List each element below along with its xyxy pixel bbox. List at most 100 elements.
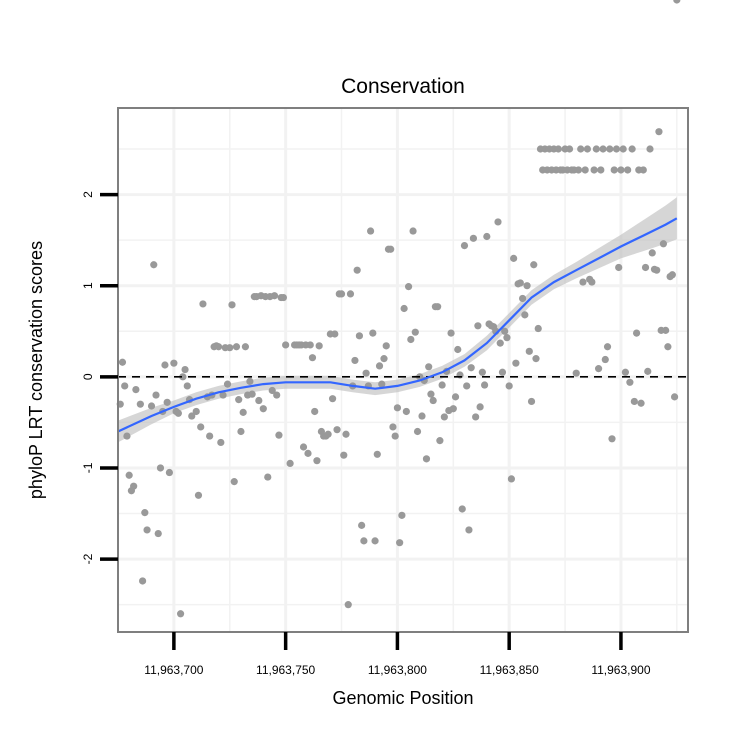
y-tick-label: 1	[81, 282, 95, 289]
data-point	[268, 386, 276, 395]
data-point	[136, 400, 144, 408]
data-point	[259, 405, 267, 413]
data-point	[518, 294, 527, 303]
data-point	[369, 329, 377, 337]
data-point	[621, 368, 630, 376]
data-point	[331, 330, 339, 338]
data-point	[664, 343, 672, 351]
data-point	[156, 464, 165, 472]
data-point	[371, 537, 379, 545]
data-point	[572, 369, 580, 377]
smooth-trend-line	[117, 217, 678, 433]
data-point	[594, 365, 603, 373]
data-point	[418, 412, 426, 420]
data-point	[130, 482, 138, 490]
data-point	[400, 304, 408, 313]
data-point	[458, 505, 466, 513]
data-point	[199, 300, 207, 308]
data-point	[628, 145, 636, 153]
data-point	[668, 271, 676, 279]
data-point	[214, 343, 223, 351]
data-point	[161, 361, 169, 369]
data-point	[143, 526, 151, 534]
data-point	[505, 382, 513, 390]
y-tick-label: 2	[81, 191, 95, 198]
data-point	[355, 332, 364, 340]
data-point	[138, 577, 147, 585]
data-point	[494, 218, 502, 226]
data-point	[282, 341, 290, 349]
data-point	[655, 128, 663, 136]
data-point	[516, 279, 524, 287]
data-point	[565, 145, 574, 153]
data-point	[498, 368, 507, 376]
data-point	[299, 443, 308, 451]
data-point	[353, 266, 361, 274]
data-point	[434, 303, 442, 311]
data-point	[523, 282, 531, 290]
data-point	[608, 435, 616, 443]
data-point	[351, 356, 359, 365]
data-point	[279, 293, 288, 302]
data-point	[639, 166, 647, 174]
data-point	[308, 354, 317, 362]
data-point	[521, 311, 529, 319]
data-point	[474, 322, 482, 330]
data-point	[530, 261, 538, 269]
y-tick-label: -1	[81, 462, 95, 473]
data-point	[480, 381, 489, 389]
data-point	[358, 521, 366, 529]
data-point	[501, 327, 509, 335]
data-point	[648, 249, 656, 257]
data-point	[610, 166, 618, 174]
data-point	[328, 395, 337, 403]
data-point	[398, 511, 406, 519]
data-point	[337, 290, 346, 298]
data-point	[465, 526, 473, 534]
data-point	[619, 145, 627, 153]
data-point	[626, 378, 634, 386]
data-point	[413, 427, 422, 436]
data-point	[255, 396, 263, 405]
data-point	[606, 145, 614, 153]
data-point	[554, 145, 562, 153]
data-point	[409, 227, 417, 235]
data-point	[174, 409, 182, 417]
panel-border	[117, 107, 689, 633]
data-point	[286, 459, 294, 468]
data-point	[373, 450, 381, 458]
x-tick-label: 11,963,850	[480, 663, 539, 677]
data-point	[637, 399, 645, 407]
data-point	[389, 423, 397, 431]
data-point	[472, 413, 480, 421]
data-point	[615, 263, 623, 272]
data-point	[478, 368, 486, 376]
data-point	[603, 343, 612, 351]
data-point	[463, 382, 471, 390]
data-point	[375, 362, 384, 370]
data-point	[597, 166, 605, 174]
data-point	[118, 358, 127, 366]
data-point	[333, 426, 341, 434]
plot-panel	[118, 108, 688, 632]
y-axis-title: phyloP LRT conservation scores	[26, 241, 46, 499]
data-point	[653, 266, 661, 274]
data-point	[141, 509, 149, 517]
x-tick-label: 11,963,900	[591, 663, 650, 677]
data-point	[170, 359, 178, 367]
data-point	[574, 166, 583, 174]
data-point	[632, 329, 641, 337]
data-point	[366, 227, 375, 235]
x-axis-title: Genomic Position	[332, 688, 473, 708]
data-point	[396, 539, 404, 547]
data-point	[467, 364, 475, 372]
data-point	[239, 408, 247, 416]
data-point	[425, 363, 433, 371]
data-point	[197, 423, 205, 431]
data-point	[194, 491, 203, 499]
data-point	[411, 328, 419, 336]
data-point	[588, 278, 596, 286]
data-point	[503, 334, 511, 342]
data-point	[313, 457, 321, 465]
